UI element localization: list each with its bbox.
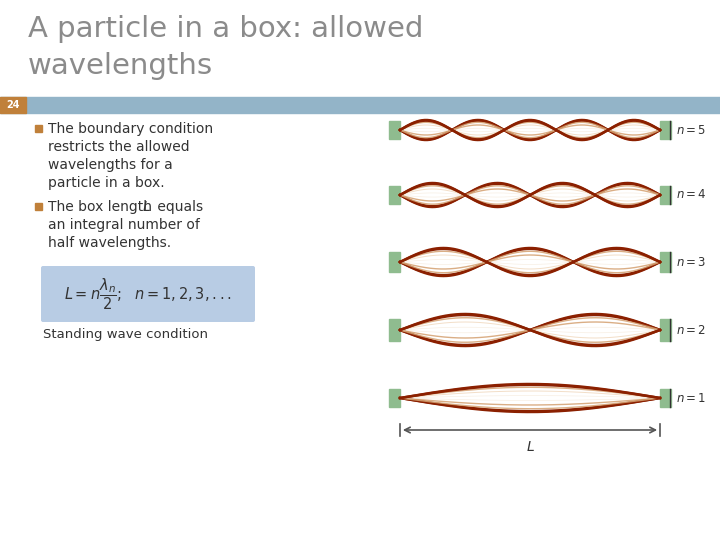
Text: $L = n\dfrac{\lambda_n}{2}$$;\ \ n=1,2,3,...$: $L = n\dfrac{\lambda_n}{2}$$;\ \ n=1,2,3… bbox=[64, 276, 232, 312]
Text: half wavelengths.: half wavelengths. bbox=[48, 236, 171, 250]
Text: wavelengths for a: wavelengths for a bbox=[48, 158, 173, 172]
Text: $n = 3$: $n = 3$ bbox=[676, 255, 706, 268]
Bar bbox=[660, 389, 671, 407]
Bar bbox=[389, 252, 400, 272]
FancyBboxPatch shape bbox=[41, 266, 255, 322]
Text: The boundary condition: The boundary condition bbox=[48, 122, 213, 136]
Bar bbox=[660, 121, 671, 139]
Bar bbox=[389, 389, 400, 407]
Bar bbox=[389, 319, 400, 341]
Text: Standing wave condition: Standing wave condition bbox=[43, 328, 208, 341]
Bar bbox=[660, 186, 671, 204]
Text: restricts the allowed: restricts the allowed bbox=[48, 140, 189, 154]
Text: 24: 24 bbox=[6, 100, 19, 110]
Bar bbox=[660, 252, 671, 272]
Text: $n = 2$: $n = 2$ bbox=[676, 323, 706, 336]
Text: particle in a box.: particle in a box. bbox=[48, 176, 165, 190]
Bar bbox=[0, 97, 26, 113]
Text: $n = 1$: $n = 1$ bbox=[676, 392, 706, 404]
Bar bbox=[389, 121, 400, 139]
Text: $n = 5$: $n = 5$ bbox=[676, 124, 706, 137]
Text: $n = 4$: $n = 4$ bbox=[676, 188, 707, 201]
Text: L: L bbox=[143, 200, 150, 214]
Text: $\it{L}$: $\it{L}$ bbox=[526, 440, 534, 454]
Text: an integral number of: an integral number of bbox=[48, 218, 200, 232]
Text: The box length: The box length bbox=[48, 200, 156, 214]
Bar bbox=[0, 97, 720, 113]
Bar bbox=[35, 125, 42, 132]
Bar bbox=[389, 186, 400, 204]
Text: wavelengths: wavelengths bbox=[28, 52, 213, 80]
Text: equals: equals bbox=[153, 200, 203, 214]
Bar bbox=[660, 319, 671, 341]
Text: A particle in a box: allowed: A particle in a box: allowed bbox=[28, 15, 423, 43]
Bar bbox=[35, 203, 42, 210]
